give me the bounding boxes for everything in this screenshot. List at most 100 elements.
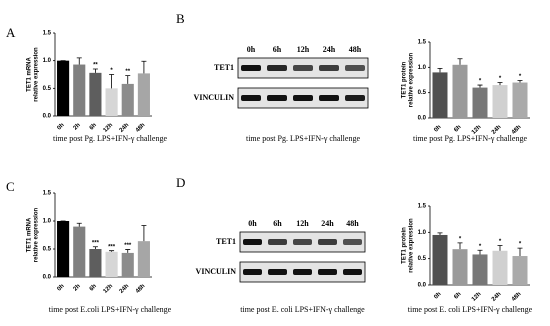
x-tick-label: 6h (89, 122, 98, 131)
blot-band (318, 239, 337, 245)
y-axis-label: TET1 mRNA (27, 56, 33, 91)
error-bar (109, 74, 115, 89)
bar (73, 226, 86, 277)
blot-band (293, 269, 312, 275)
bar (105, 251, 118, 277)
lane-label: 24h (323, 45, 336, 54)
bar (512, 256, 528, 285)
x-axis-title: time post Pg. LPS+IFN-γ challenge (53, 134, 167, 143)
y-axis-label: relative expression (409, 218, 415, 273)
y-tick-label: 1.0 (43, 219, 52, 225)
significance: * (459, 236, 462, 242)
blot-band (343, 269, 362, 275)
bar (137, 241, 150, 277)
lane-label: 0h (247, 45, 256, 54)
y-axis-label: TET1 mRNA (27, 217, 33, 252)
lane-label: 6h (273, 45, 282, 54)
significance: *** (124, 243, 132, 249)
x-tick-label: 12h (103, 122, 115, 134)
bar (472, 87, 488, 118)
x-tick-label: 12h (471, 124, 483, 136)
error-bar (92, 246, 98, 249)
x-tick-label: 0h (56, 122, 65, 131)
error-bar (497, 82, 503, 86)
y-tick-label: 1.5 (418, 204, 427, 210)
significance: * (479, 244, 482, 250)
blot-band (293, 65, 313, 71)
bar (452, 64, 468, 118)
error-bar (437, 67, 443, 73)
bar (105, 88, 118, 116)
bar (492, 85, 508, 118)
y-tick-label: 0.0 (43, 275, 52, 281)
error-bar (141, 225, 147, 242)
significance: * (499, 239, 502, 245)
blot-band (267, 65, 287, 71)
x-tick-label: 2h (73, 122, 82, 131)
blot-band (345, 65, 365, 71)
blot-band (241, 65, 261, 71)
y-axis-label: relative expression (34, 47, 40, 102)
x-tick-label: 0h (56, 283, 65, 292)
row-label: TET1 (214, 63, 234, 72)
y-tick-label: 0.0 (418, 283, 427, 289)
bar (73, 64, 86, 116)
error-bar (517, 80, 523, 83)
x-tick-label: 24h (119, 283, 131, 295)
y-axis-label: TET1 protein (402, 61, 408, 98)
x-tick-label: 2h (73, 283, 82, 292)
bar (121, 252, 134, 277)
y-tick-label: 0.5 (418, 90, 427, 96)
x-tick-label: 6h (453, 124, 462, 133)
blot-caption: time post Pg. LPS+IFN-γ challenge (246, 134, 360, 143)
x-tick-label: 24h (119, 122, 131, 134)
x-tick-label: 12h (103, 283, 115, 295)
error-bar (477, 84, 483, 88)
y-tick-label: 0.0 (43, 114, 52, 120)
y-tick-label: 1.0 (418, 230, 427, 236)
error-bar (457, 242, 463, 250)
lane-label: 0h (248, 219, 257, 228)
error-bar (477, 249, 483, 255)
bar (432, 234, 448, 285)
bar (89, 249, 102, 277)
error-bar (141, 60, 147, 74)
significance: * (519, 74, 522, 80)
error-bar (125, 249, 131, 253)
y-axis-label: relative expression (34, 207, 40, 262)
blot-band (241, 95, 261, 101)
y-tick-label: 1.0 (43, 58, 52, 64)
x-tick-label: 6h (453, 291, 462, 300)
blot-band (319, 95, 339, 101)
bar (89, 72, 102, 116)
row-label: TET1 (216, 237, 236, 246)
significance: * (519, 242, 522, 248)
lane-label: 12h (297, 45, 310, 54)
error-bar (437, 232, 443, 235)
lane-label: 48h (349, 45, 362, 54)
blot-band (318, 269, 337, 275)
y-tick-label: 0.0 (418, 116, 427, 122)
error-bar (517, 247, 523, 257)
error-bar (125, 75, 131, 84)
panel-letter: B (176, 11, 185, 26)
x-tick-label: 48h (135, 122, 147, 134)
x-tick-label: 0h (433, 124, 442, 133)
lane-label: 6h (273, 219, 282, 228)
bar (432, 72, 448, 118)
error-bar (497, 245, 503, 251)
y-axis-label: relative expression (409, 52, 415, 107)
y-tick-label: 0.5 (418, 256, 427, 262)
significance: * (479, 79, 482, 85)
x-tick-label: 48h (511, 291, 523, 303)
panel-letter: A (6, 25, 16, 40)
bar (472, 254, 488, 285)
x-axis-title: time post E.coli LPS+IFN-γ challenge (49, 305, 172, 314)
panel-letter: D (176, 175, 185, 190)
blot-band (293, 95, 313, 101)
error-bar (109, 250, 115, 252)
significance: *** (108, 244, 116, 250)
x-tick-label: 24h (491, 291, 503, 303)
significance: * (110, 68, 113, 74)
